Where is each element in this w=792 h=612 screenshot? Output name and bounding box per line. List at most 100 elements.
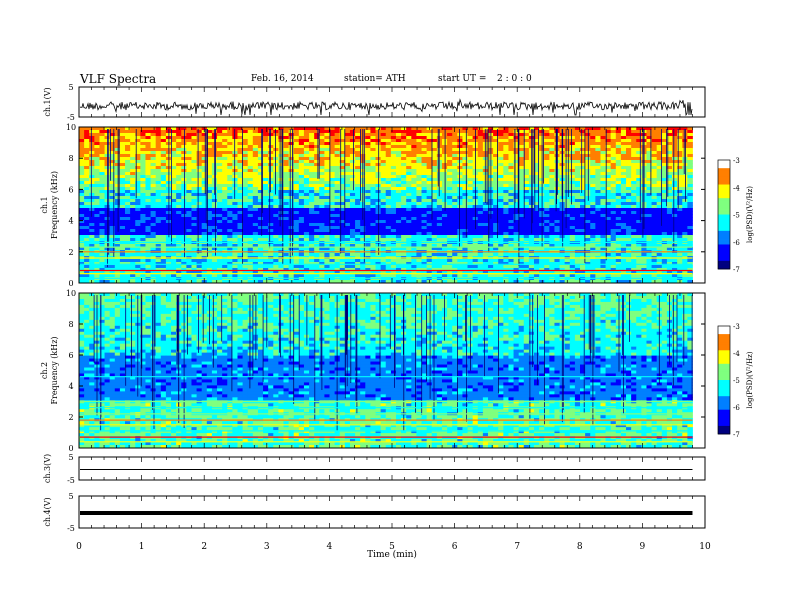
ch1-spectrogram-cell xyxy=(94,223,100,227)
ch1-spectrogram-cell xyxy=(222,187,228,191)
ch1-spectrogram-cell xyxy=(349,172,356,176)
ch1-spectrogram-cell xyxy=(130,142,136,146)
ch1-spectrogram-cell xyxy=(324,190,330,194)
ch1-spectrogram-cell xyxy=(365,244,371,248)
ch1-spectrogram-cell xyxy=(656,226,663,230)
ch1-spectrogram-cell xyxy=(487,238,494,242)
ch1-spectrogram-cell xyxy=(457,196,463,200)
ch1-spectrogram-cell xyxy=(626,208,632,212)
ch1-spectrogram-cell xyxy=(293,187,300,191)
ch1-spectrogram-cell xyxy=(334,151,341,155)
ch1-spectrogram-cell xyxy=(186,199,192,203)
ch1-spectrogram-cell xyxy=(206,133,213,137)
ch1-spectrogram-cell xyxy=(626,235,632,239)
ch1-spectrogram-cell xyxy=(569,223,576,227)
ch1-spectrogram-cell xyxy=(646,223,652,227)
ch1-spectrogram-cell xyxy=(237,196,243,200)
ch1-spectrogram-cell xyxy=(677,136,683,140)
ch1-spectrogram-cell xyxy=(462,205,468,209)
ch1-spectrogram-cell xyxy=(636,205,642,209)
ch1-spectrogram-cell xyxy=(503,151,509,155)
ch1-spectrogram-cell xyxy=(462,235,468,239)
ch1-spectrogram-cell xyxy=(482,217,489,221)
ch1-spectrogram-cell xyxy=(257,151,264,155)
ch1-spectrogram-cell xyxy=(125,238,131,242)
ch1-spectrogram-cell xyxy=(324,223,330,227)
ch1-spectrogram-cell xyxy=(436,154,443,158)
ch1-spectrogram-cell xyxy=(462,187,468,191)
ch1-spectrogram-cell xyxy=(457,226,463,230)
ch1-spectrogram-cell xyxy=(656,193,663,197)
ch1-spectrogram-cell xyxy=(554,214,560,218)
ch1-spectrogram-cell xyxy=(513,160,520,164)
ch1-spectrogram-cell xyxy=(493,127,499,131)
ch1-spectrogram-cell xyxy=(222,163,228,167)
ch1-spectrogram-cell xyxy=(217,142,223,146)
ch1-spectrogram-cell xyxy=(651,172,658,176)
ch1-spectrogram-cell xyxy=(140,196,146,200)
ch1-spectrogram-cell xyxy=(636,154,642,158)
ch1-spectrogram-cell xyxy=(518,187,525,191)
ch1-spectrogram-cell xyxy=(114,166,121,170)
ch1-spectrogram-cell xyxy=(380,181,387,185)
ch1-spectrogram-cell xyxy=(498,247,504,251)
ch1-spectrogram-cell xyxy=(395,178,402,182)
ch1-spectrogram-cell xyxy=(293,214,300,218)
ch1-spectrogram-cell xyxy=(636,175,642,179)
ch1-spectrogram-cell xyxy=(191,145,197,149)
ch1-spectrogram-cell xyxy=(544,238,550,242)
ch1-spectrogram-cell xyxy=(329,229,336,233)
ch1-spectrogram-cell xyxy=(186,217,192,221)
ch1-spectrogram-cell xyxy=(395,139,402,143)
ch1-spectrogram-cell xyxy=(518,145,525,149)
ch1-spectrogram-cell xyxy=(176,160,182,164)
ch1-spectrogram-cell xyxy=(544,232,550,236)
ch1-spectrogram-cell xyxy=(334,199,341,203)
ch1-spectrogram-cell xyxy=(380,163,387,167)
ch1-spectrogram-cell xyxy=(288,187,295,191)
ch1-spectrogram-cell xyxy=(375,232,382,236)
ch1-spectrogram-cell xyxy=(329,175,336,179)
ch1-spectrogram-cell xyxy=(257,238,264,242)
ch1-spectrogram-cell xyxy=(534,205,540,209)
ch1-spectrogram-cell xyxy=(114,160,121,164)
ch1-spectrogram-cell xyxy=(416,223,422,227)
ch1-spectrogram-cell xyxy=(687,196,693,200)
ch1-spectrogram-cell xyxy=(201,223,208,227)
ch1-spectrogram-cell xyxy=(395,208,402,212)
ch1-spectrogram-cell xyxy=(646,178,652,182)
ch1-spectrogram-cell xyxy=(401,208,407,212)
ch1-spectrogram-cell xyxy=(534,145,540,149)
ch1-spectrogram-cell xyxy=(293,142,300,146)
ch1-spectrogram-cell xyxy=(196,229,203,233)
ch1-spectrogram-cell xyxy=(370,247,376,251)
ch1-spectrogram-cell xyxy=(580,223,586,227)
ch1-spectrogram-cell xyxy=(493,232,499,236)
ch1-spectrogram-cell xyxy=(595,142,601,146)
ch1-spectrogram-cell xyxy=(503,226,509,230)
ch1-spectrogram-cell xyxy=(385,130,392,134)
ch1-spectrogram-cell xyxy=(268,154,274,158)
ch1-spectrogram-cell xyxy=(334,190,341,194)
ch1-spectrogram-cell xyxy=(303,169,310,173)
ch1-spectrogram-cell xyxy=(544,157,550,161)
ch1-spectrogram-cell xyxy=(682,178,688,182)
ch1-spectrogram-cell xyxy=(181,199,187,203)
ch1-spectrogram-cell xyxy=(421,199,428,203)
ch1-spectrogram-cell xyxy=(605,238,612,242)
ch1-spectrogram-cell xyxy=(656,127,663,131)
ch1-spectrogram-cell xyxy=(293,136,300,140)
ch1-spectrogram-cell xyxy=(303,142,310,146)
ch1-spectrogram-cell xyxy=(109,178,116,182)
ch1-spectrogram-cell xyxy=(334,178,341,182)
ch1-spectrogram-cell xyxy=(339,232,346,236)
ch1-spectrogram-cell xyxy=(140,229,146,233)
ch1-spectrogram-cell xyxy=(416,142,422,146)
ch1-spectrogram-cell xyxy=(385,127,392,131)
ch1-spectrogram-cell xyxy=(89,223,95,227)
ch1-spectrogram-cell xyxy=(431,154,438,158)
ch1-spectrogram-cell xyxy=(349,178,356,182)
ch1-spectrogram-cell xyxy=(155,205,162,209)
ch1-spectrogram-cell xyxy=(595,157,601,161)
ch1-spectrogram-cell xyxy=(217,133,223,137)
